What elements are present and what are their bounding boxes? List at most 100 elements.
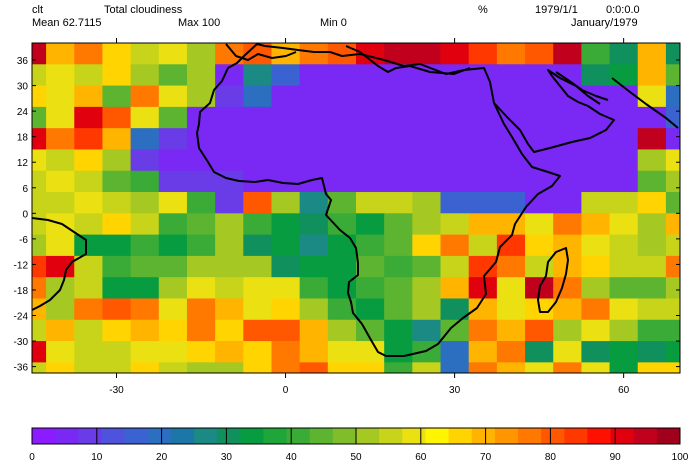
grid-cell [553, 64, 582, 86]
grid-cell [327, 170, 357, 193]
colorbar-swatch [147, 428, 172, 444]
grid-cell [665, 341, 681, 363]
y-tick-label: -6 [19, 235, 28, 246]
grid-cell [74, 85, 103, 108]
grid-cell [158, 128, 188, 150]
y-tick-label: -18 [14, 286, 29, 297]
grid-cell [496, 234, 526, 257]
y-tick-label: 12 [17, 158, 29, 169]
grid-cell [581, 234, 610, 257]
grid-cell [496, 192, 526, 214]
grid-cell [356, 234, 385, 257]
grid-cell [553, 362, 582, 374]
grid-cell [327, 298, 357, 321]
grid-cell [609, 64, 639, 86]
grid-cell [243, 255, 272, 278]
grid-cell [46, 170, 75, 193]
grid-cell [186, 85, 216, 108]
grid-cell [271, 170, 301, 193]
grid-cell [299, 43, 329, 65]
grid-cell [665, 43, 681, 65]
y-tick-label: -12 [14, 260, 29, 271]
grid-cell [186, 192, 216, 214]
max-label: Max 100 [178, 17, 221, 29]
grid-cell [130, 170, 160, 193]
colorbar-swatch [286, 428, 311, 444]
grid-cell [496, 255, 526, 278]
grid-cell [46, 85, 75, 108]
grid-cell [158, 277, 188, 299]
grid-cell [74, 298, 103, 321]
y-tick-label: 18 [17, 133, 29, 144]
grid-cell [102, 255, 132, 278]
grid-cell [243, 319, 272, 342]
grid-cell [130, 149, 160, 172]
grid-cell [496, 170, 526, 193]
grid-cell [46, 255, 75, 278]
grid-cell [384, 192, 413, 214]
grid-cell [299, 149, 329, 172]
grid-cell [32, 43, 47, 65]
grid-cell [215, 341, 244, 363]
grid-cell [32, 170, 47, 193]
grid-cell [46, 341, 75, 363]
grid-cell [553, 149, 582, 172]
y-tick-label: 6 [22, 184, 28, 195]
grid-cell [243, 298, 272, 321]
y-tick-label: 0 [22, 209, 28, 220]
grid-cell [525, 341, 554, 363]
grid-cell [637, 319, 667, 342]
grid-cell [496, 43, 526, 65]
grid-cell [102, 277, 132, 299]
grid-cell [468, 362, 498, 374]
grid-cell [271, 192, 301, 214]
grid-cell [440, 170, 470, 193]
grid-cell [46, 106, 75, 129]
grid-cell [158, 170, 188, 193]
grid-cell [102, 149, 132, 172]
colorbar-swatch [124, 428, 149, 444]
grid-cell [412, 170, 441, 193]
grid-cell [496, 128, 526, 150]
grid-cell [327, 255, 357, 278]
grid-cell [46, 64, 75, 86]
grid-cell [271, 234, 301, 257]
grid-cell [299, 362, 329, 374]
grid-cell [215, 255, 244, 278]
grid-cell [299, 255, 329, 278]
coastline-arabia [493, 69, 615, 153]
x-axis: -30 0 30 60 [109, 38, 630, 396]
grid-cell [384, 362, 413, 374]
grid-cell [243, 341, 272, 363]
grid-cell [440, 149, 470, 172]
grid-cell [412, 362, 441, 374]
grid-cell [412, 43, 441, 65]
grid-cell [243, 64, 272, 86]
grid-cell [215, 149, 244, 172]
grid-cell [74, 64, 103, 86]
grid-cell [186, 64, 216, 86]
grid-cell [384, 128, 413, 150]
coastline [31, 43, 679, 357]
grid-cell [384, 341, 413, 363]
colorbar-swatch [240, 428, 264, 444]
grid-cell [271, 362, 301, 374]
y-tick-label: 30 [17, 82, 29, 93]
grid-cell [609, 277, 639, 299]
y-axis: 36 30 24 18 12 6 0 -6 -12 -18 -24 -30 -36 [14, 56, 680, 374]
grid-cell [327, 43, 357, 65]
grid-cell [665, 85, 681, 108]
grid-cell [609, 362, 639, 374]
grid-cell [440, 234, 470, 257]
grid-cell [637, 341, 667, 363]
grid-cell [356, 192, 385, 214]
grid-cell [553, 43, 582, 65]
grid-cell [468, 298, 498, 321]
grid-cell [525, 170, 554, 193]
grid-cell [609, 213, 639, 236]
grid-cell [215, 43, 244, 65]
grid-cell [158, 319, 188, 342]
grid-cell [215, 213, 244, 236]
grid-cell [581, 43, 610, 65]
grid-cell [46, 298, 75, 321]
